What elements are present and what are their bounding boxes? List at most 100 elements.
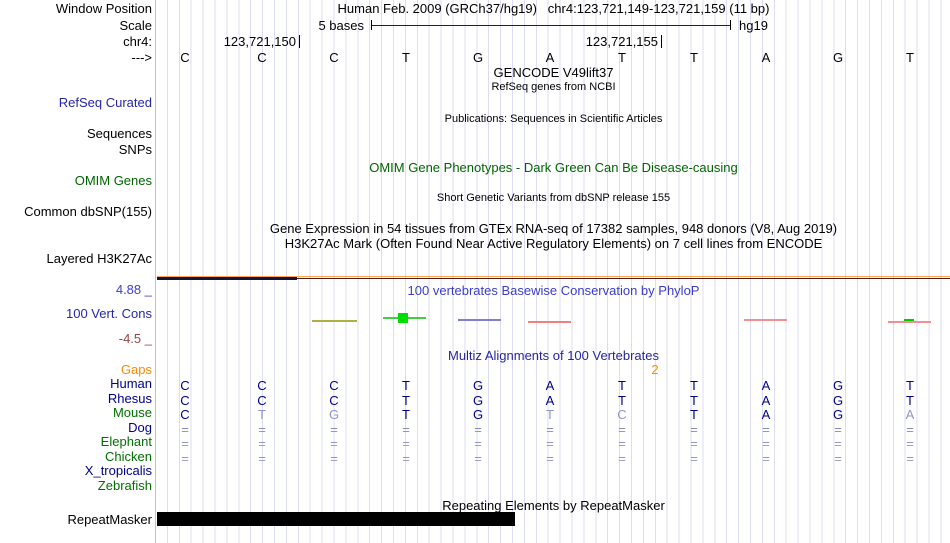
track-label-sequences[interactable]: Sequences [86,126,152,141]
species-label-rhesus[interactable]: Rhesus [107,390,152,406]
alignment-cell: C [329,392,339,408]
alignment-cell: C [257,392,267,408]
track-title-multiz[interactable]: Multiz Alignments of 100 Vertebrates [447,348,659,363]
alignment-cell: G [472,378,484,393]
track-label-refseq-curated[interactable]: RefSeq Curated [58,95,152,110]
alignment-cell: T [906,378,914,393]
alignment-cell: = [330,421,338,437]
alignment-cell: = [618,436,626,451]
alignment-cell: T [618,392,626,408]
track-title-conservation[interactable]: 100 vertebrates Basewise Conservation by… [407,283,700,298]
track-label-snps[interactable]: SNPs [118,142,152,157]
scale-ruler-right-tick [730,20,731,30]
alignment-cell: = [474,436,482,451]
track-label-gaps[interactable]: Gaps [120,362,152,377]
alignment-cell: C [180,378,190,393]
alignment-cell: T [546,407,554,422]
coordinate-tick [299,35,300,48]
species-label-zebrafish[interactable]: Zebrafish [97,477,152,493]
track-title-gtex[interactable]: Gene Expression in 54 tissues from GTEx … [269,221,838,236]
alignment-cell: C [617,407,627,422]
species-label-dog[interactable]: Dog [128,419,152,435]
base-gridlines [156,0,950,543]
track-subtitle-refseq[interactable]: RefSeq genes from NCBI [491,81,616,93]
alignment-cell: = [762,421,770,437]
alignment-cell: C [180,392,190,408]
track-label-h3k27ac[interactable]: Layered H3K27Ac [46,251,152,266]
phylop-ymax-label: 4.88 _ [115,282,152,297]
species-label-x_tropicalis[interactable]: X_tropicalis [84,463,152,478]
alignment-cell: T [690,378,698,393]
species-label-human[interactable]: Human [110,376,152,391]
alignment-cell: = [618,450,626,466]
alignment-cell: = [181,421,189,437]
alignment-cell: = [690,450,698,466]
alignment-cell: T [690,407,698,422]
h3k27ac-signal-line [157,277,950,279]
alignment-cell: = [181,436,189,451]
track-label-repeatmasker[interactable]: RepeatMasker [67,512,152,527]
base-letter: T [618,50,626,65]
alignment-cell: A [761,378,771,393]
alignment-cell: = [834,436,842,451]
track-title-h3k27ac[interactable]: H3K27Ac Mark (Often Found Near Active Re… [284,236,823,251]
phylop-mark [528,321,571,323]
gap-count-annotation: 2 [651,362,659,377]
alignment-cell: = [402,421,410,437]
alignment-cell: T [618,378,626,393]
alignment-cell: = [330,450,338,466]
alignment-cell: = [906,421,914,437]
track-title-dbsnp[interactable]: Short Genetic Variants from dbSNP releas… [436,192,671,204]
alignment-cell: = [258,450,266,466]
alignment-cell: G [832,378,844,393]
alignment-cell: A [761,407,771,422]
alignment-cell: T [258,407,266,422]
base-letter: C [329,50,339,65]
track-label-omim-genes[interactable]: OMIM Genes [74,173,152,188]
track-label-dbsnp[interactable]: Common dbSNP(155) [24,204,152,219]
window-position-label: Window Position [55,1,152,16]
repeatmasker-feature-bar[interactable] [157,512,515,526]
assembly-label: hg19 [739,18,768,33]
alignment-cell: = [258,421,266,437]
species-label-chicken[interactable]: Chicken [105,448,152,464]
alignment-cell: = [690,436,698,451]
alignment-cell: = [474,421,482,437]
alignment-cell: = [834,421,842,437]
scale-value: 5 bases [318,18,364,33]
alignment-cell: = [762,450,770,466]
track-title-gencode[interactable]: GENCODE V49lift37 [493,65,614,80]
alignment-cell: T [690,392,698,408]
coordinate-tick [661,35,662,48]
phylop-ymin-label: -4.5 _ [118,331,152,346]
phylop-mark [904,319,914,321]
base-letter: A [545,50,555,65]
alignment-cell: A [545,378,555,393]
species-label-elephant[interactable]: Elephant [100,434,152,449]
alignment-cell: G [832,392,844,408]
alignment-cell: G [328,407,340,422]
track-title-repeatmasker[interactable]: Repeating Elements by RepeatMasker [442,498,665,513]
scale-ruler [371,25,730,26]
alignment-cell: C [180,407,190,422]
alignment-cell: = [906,450,914,466]
scale-label: Scale [119,18,152,33]
coordinate-number: 123,721,155 [585,34,658,49]
alignment-cell: = [258,436,266,451]
alignment-cell: = [618,421,626,437]
track-title-omim[interactable]: OMIM Gene Phenotypes - Dark Green Can Be… [369,160,738,175]
alignment-cell: = [690,421,698,437]
track-label-vert-cons[interactable]: 100 Vert. Cons [66,306,152,321]
base-letter: T [402,50,410,65]
base-letter: T [690,50,698,65]
alignment-cell: = [906,436,914,451]
base-letter: A [761,50,771,65]
alignment-cell: = [474,450,482,466]
alignment-cell: G [472,407,484,422]
track-title-publications[interactable]: Publications: Sequences in Scientific Ar… [444,113,663,125]
alignment-cell: = [402,450,410,466]
alignment-cell: A [761,392,771,408]
alignment-cell: T [906,392,914,408]
species-label-mouse[interactable]: Mouse [112,405,152,420]
